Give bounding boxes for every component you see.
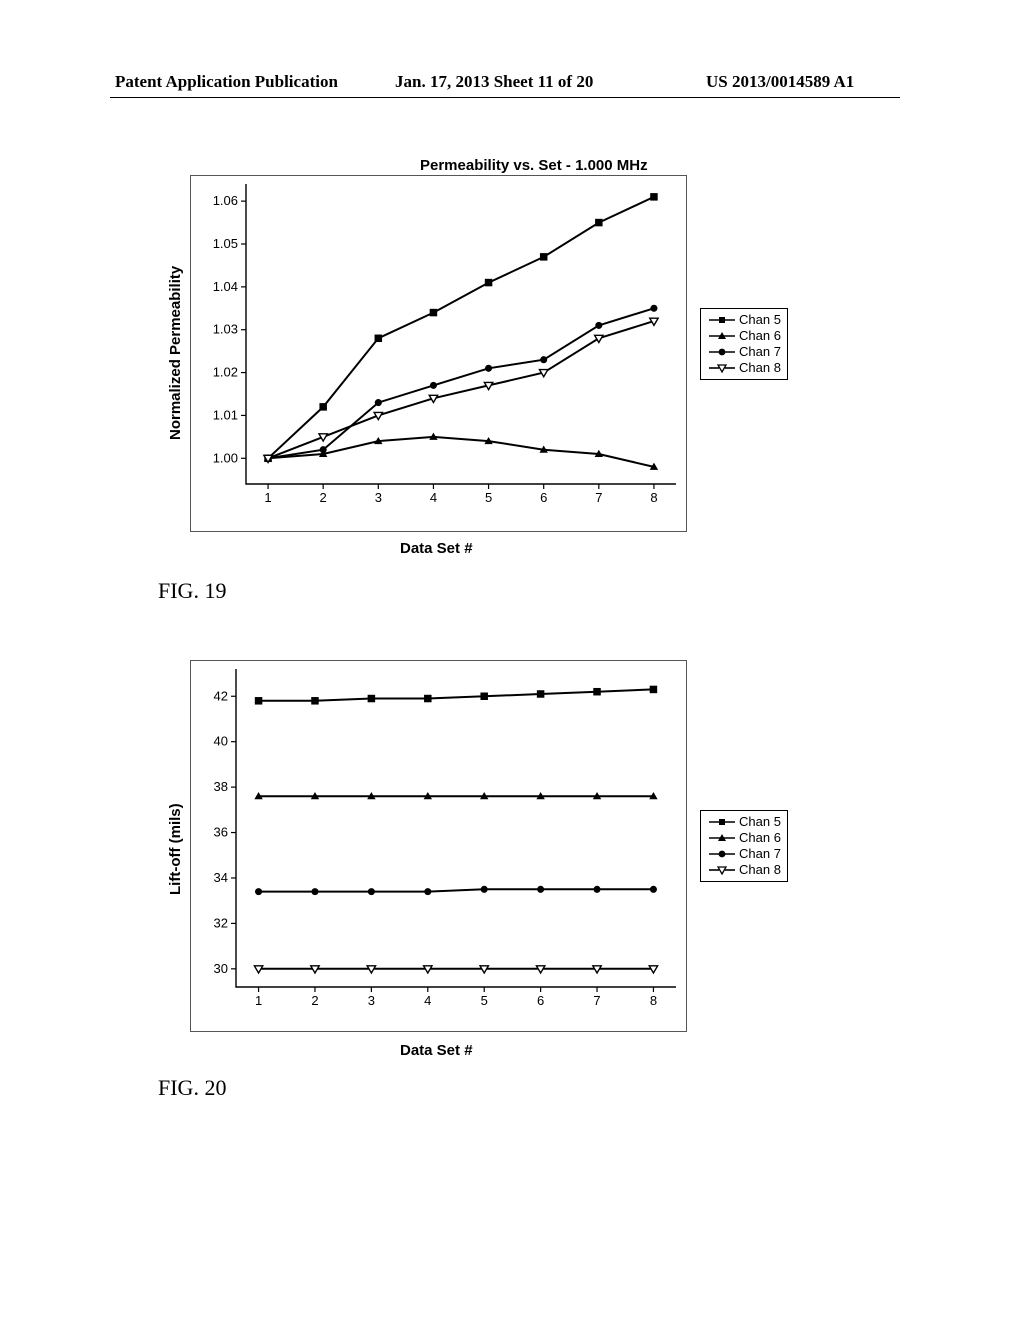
- svg-text:2: 2: [311, 993, 318, 1008]
- legend-item-chan7: Chan 7: [707, 846, 781, 862]
- fig20-svg: 1234567830323436384042: [191, 661, 686, 1031]
- legend-marker-square: [707, 815, 737, 829]
- svg-text:30: 30: [214, 961, 228, 976]
- legend-item-chan5: Chan 5: [707, 312, 781, 328]
- svg-text:3: 3: [375, 490, 382, 505]
- legend-marker-triangle-up: [707, 831, 737, 845]
- svg-text:34: 34: [214, 870, 228, 885]
- svg-text:40: 40: [214, 734, 228, 749]
- fig19-label: FIG. 19: [158, 578, 226, 604]
- svg-text:7: 7: [593, 993, 600, 1008]
- fig19-ylabel: Normalized Permeability: [167, 266, 184, 440]
- svg-text:1.00: 1.00: [213, 450, 238, 465]
- svg-text:8: 8: [650, 490, 657, 505]
- fig19-legend: Chan 5 Chan 6 Chan 7 Chan 8: [700, 308, 788, 380]
- fig20-ylabel: Lift-off (mils): [167, 803, 184, 895]
- legend-label: Chan 7: [739, 345, 781, 360]
- legend-label: Chan 7: [739, 847, 781, 862]
- svg-text:6: 6: [540, 490, 547, 505]
- svg-text:42: 42: [214, 688, 228, 703]
- legend-label: Chan 8: [739, 361, 781, 376]
- legend-marker-triangle-down: [707, 361, 737, 375]
- svg-text:1.01: 1.01: [213, 407, 238, 422]
- header-center: Jan. 17, 2013 Sheet 11 of 20: [395, 72, 593, 92]
- legend-marker-triangle-down: [707, 863, 737, 877]
- svg-text:4: 4: [424, 993, 431, 1008]
- svg-text:1: 1: [264, 490, 271, 505]
- legend-item-chan8: Chan 8: [707, 360, 781, 376]
- svg-text:7: 7: [595, 490, 602, 505]
- fig19-xlabel: Data Set #: [400, 540, 473, 557]
- svg-text:1.06: 1.06: [213, 193, 238, 208]
- fig19-chart: 1 2 3 4 5 6 7 8 1.00 1.01 1.02 1.03 1.04 1.05 1.06: [190, 175, 687, 532]
- legend-item-chan6: Chan 6: [707, 830, 781, 846]
- svg-text:3: 3: [368, 993, 375, 1008]
- legend-label: Chan 5: [739, 815, 781, 830]
- legend-marker-circle: [707, 847, 737, 861]
- svg-text:4: 4: [430, 490, 437, 505]
- svg-text:8: 8: [650, 993, 657, 1008]
- svg-text:36: 36: [214, 825, 228, 840]
- svg-text:32: 32: [214, 915, 228, 930]
- svg-text:1.04: 1.04: [213, 279, 238, 294]
- svg-text:1: 1: [255, 993, 262, 1008]
- header-left: Patent Application Publication: [115, 72, 338, 92]
- svg-text:38: 38: [214, 779, 228, 794]
- svg-text:2: 2: [320, 490, 327, 505]
- legend-label: Chan 6: [739, 831, 781, 846]
- legend-marker-square: [707, 313, 737, 327]
- fig20-label: FIG. 20: [158, 1075, 226, 1101]
- svg-text:1.03: 1.03: [213, 322, 238, 337]
- header-right: US 2013/0014589 A1: [706, 72, 854, 92]
- legend-item-chan6: Chan 6: [707, 328, 781, 344]
- page: Patent Application Publication Jan. 17, …: [0, 0, 1024, 1320]
- fig19-title: Permeability vs. Set - 1.000 MHz: [420, 157, 648, 174]
- svg-text:1.02: 1.02: [213, 365, 238, 380]
- legend-label: Chan 6: [739, 329, 781, 344]
- fig20-legend: Chan 5 Chan 6 Chan 7 Chan 8: [700, 810, 788, 882]
- fig20-chart: 1234567830323436384042: [190, 660, 687, 1032]
- svg-text:5: 5: [481, 993, 488, 1008]
- svg-text:6: 6: [537, 993, 544, 1008]
- svg-text:1.05: 1.05: [213, 236, 238, 251]
- legend-label: Chan 5: [739, 313, 781, 328]
- legend-item-chan8: Chan 8: [707, 862, 781, 878]
- legend-item-chan5: Chan 5: [707, 814, 781, 830]
- legend-label: Chan 8: [739, 863, 781, 878]
- fig20-xlabel: Data Set #: [400, 1042, 473, 1059]
- header-rule: [110, 97, 900, 98]
- legend-marker-circle: [707, 345, 737, 359]
- legend-marker-triangle-up: [707, 329, 737, 343]
- fig19-svg: 1 2 3 4 5 6 7 8 1.00 1.01 1.02 1.03 1.04 1.05 1.06: [191, 176, 686, 531]
- legend-item-chan7: Chan 7: [707, 344, 781, 360]
- svg-text:5: 5: [485, 490, 492, 505]
